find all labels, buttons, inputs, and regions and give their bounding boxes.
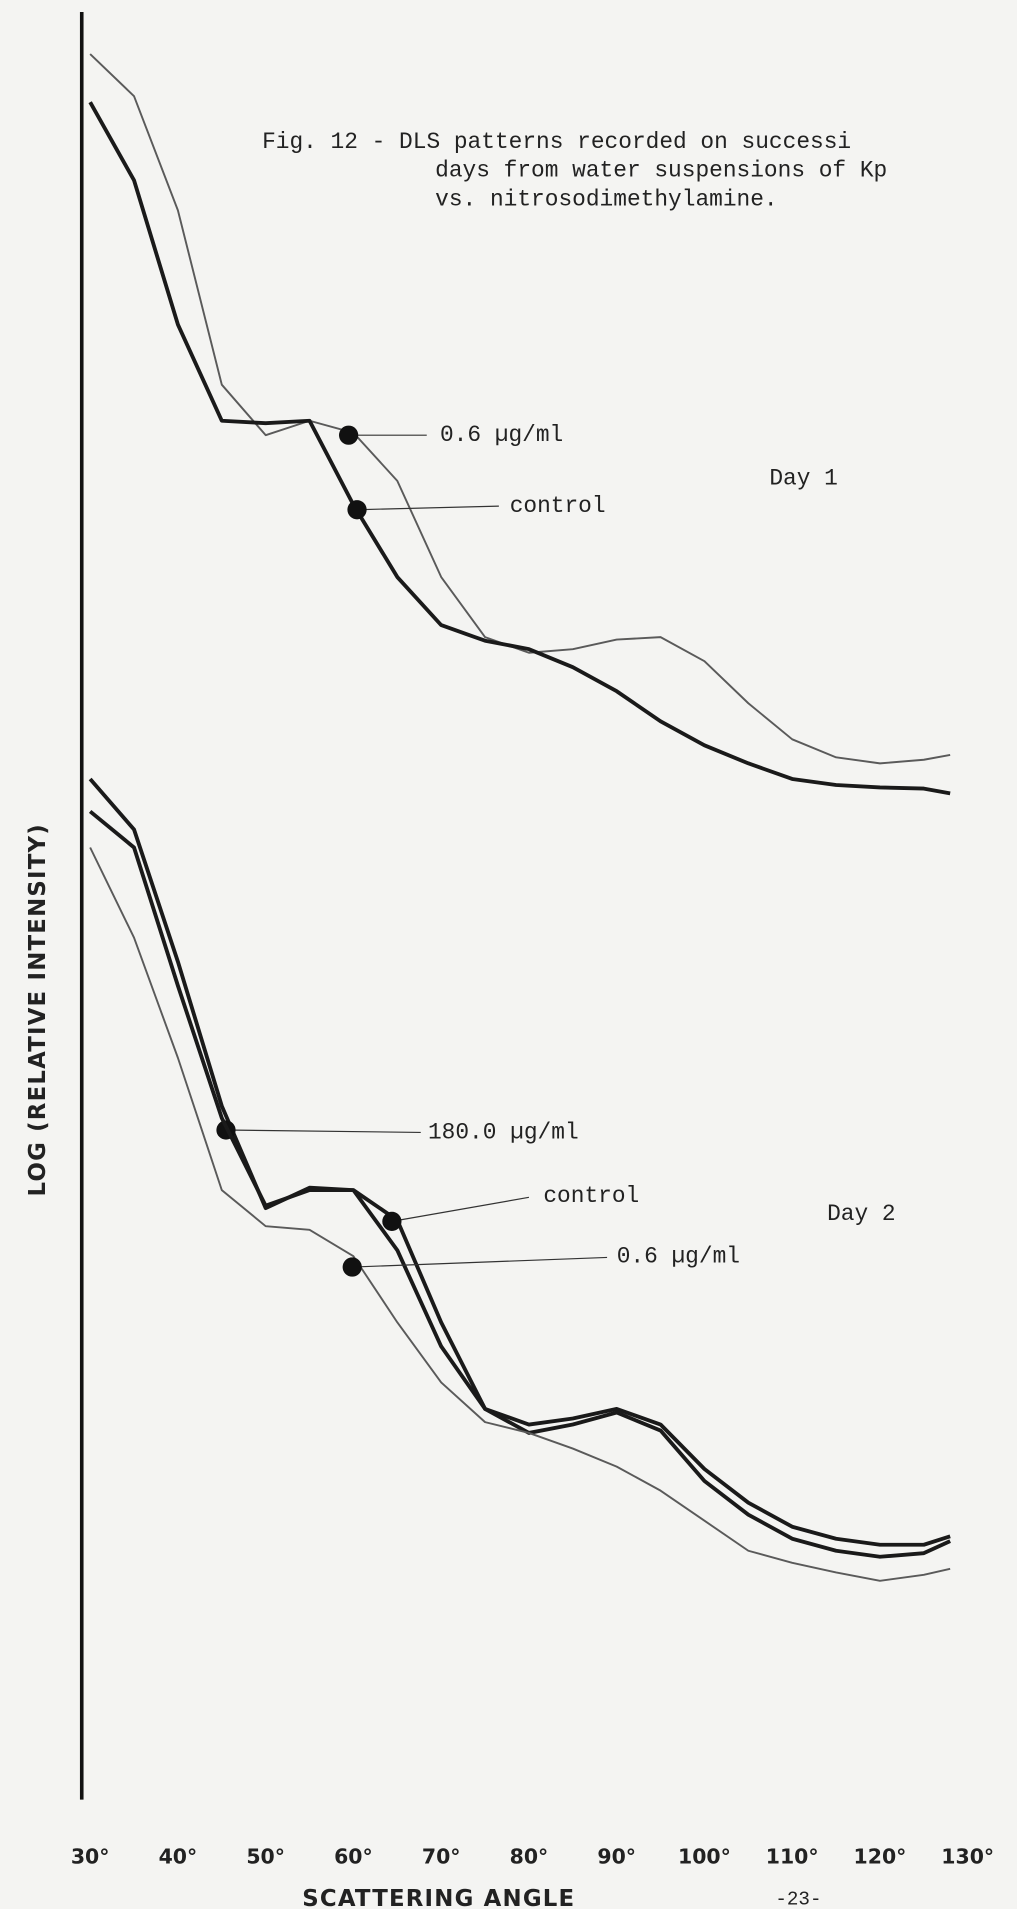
marker-dot <box>339 425 359 445</box>
leader-line <box>391 1196 530 1222</box>
marker-dot <box>347 500 367 520</box>
x-axis-label: SCATTERING ANGLE <box>302 1886 575 1909</box>
series-label: 0.6 µg/ml <box>440 422 563 448</box>
series-label: control <box>543 1183 639 1209</box>
x-tick-label: 120° <box>854 1844 907 1868</box>
curve <box>88 101 951 796</box>
leader-line <box>352 1256 608 1268</box>
x-tick-label: 50° <box>246 1844 285 1868</box>
day-label: Day 2 <box>827 1201 896 1227</box>
curve <box>89 53 951 765</box>
page-number: -23- <box>775 1888 821 1909</box>
day-label: Day 1 <box>769 465 838 491</box>
x-tick-label: 80° <box>510 1844 549 1868</box>
x-tick-label: 30° <box>71 1844 110 1868</box>
x-tick-label: 100° <box>678 1844 731 1868</box>
x-tick-label: 130° <box>941 1844 994 1868</box>
caption-line: vs. nitrosodimethylamine. <box>435 187 777 213</box>
x-tick-label: 70° <box>422 1844 461 1868</box>
curve <box>89 847 951 1582</box>
series-label: control <box>510 493 606 519</box>
curve <box>88 777 951 1547</box>
y-axis-label: LOG (RELATIVE INTENSITY) <box>25 823 51 1196</box>
marker-dot <box>342 1257 362 1277</box>
caption-line: days from water suspensions of Kp <box>435 158 887 184</box>
marker-dot <box>382 1211 402 1231</box>
x-tick-label: 110° <box>766 1844 819 1868</box>
series-label: 0.6 µg/ml <box>617 1243 740 1269</box>
x-tick-label: 40° <box>159 1844 198 1868</box>
x-tick-label: 90° <box>597 1844 636 1868</box>
leader-line <box>357 505 499 511</box>
x-tick-label: 60° <box>334 1844 373 1868</box>
series-label: 180.0 µg/ml <box>428 1119 579 1145</box>
caption-line: Fig. 12 - DLS patterns recorded on succe… <box>262 129 851 155</box>
leader-line <box>225 1129 421 1134</box>
